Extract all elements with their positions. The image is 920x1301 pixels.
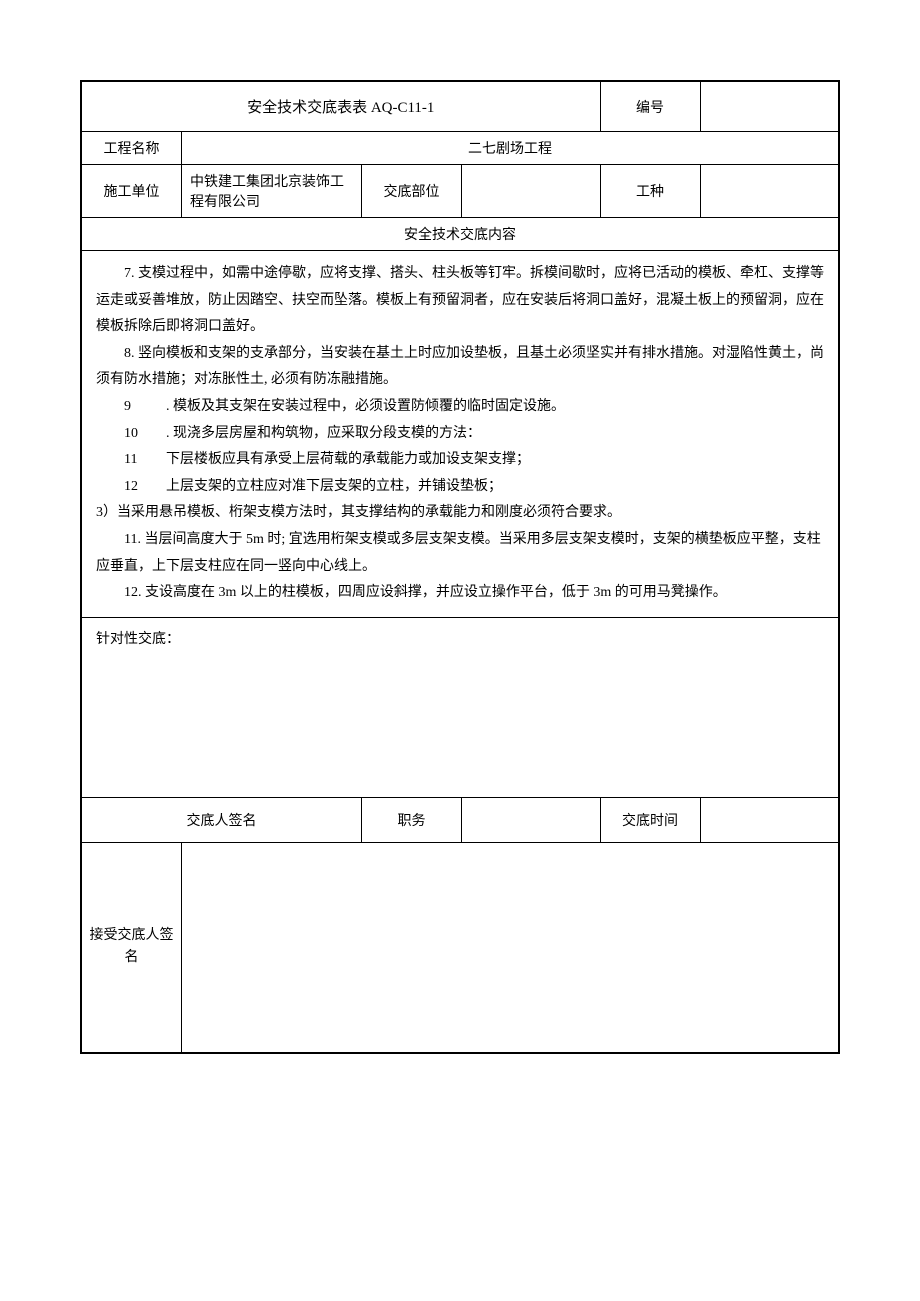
item12-text: 上层支架的立柱应对准下层支架的立柱，并铺设垫板；	[166, 474, 502, 501]
safety-form-container: 安全技术交底表表 AQ-C11-1 编号 工程名称 二七剧场工程 施工单位 中铁…	[80, 80, 840, 1054]
receiver-label: 接受交底人签名	[82, 842, 182, 1052]
targeted-row: 针对性交底：	[82, 617, 839, 797]
content-item-9: 9 . 模板及其支架在安装过程中，必须设置防倾覆的临时固定设施。	[96, 394, 824, 421]
work-type-value	[700, 165, 839, 218]
content-item-12: 12 上层支架的立柱应对准下层支架的立柱，并铺设垫板；	[96, 474, 824, 501]
work-type-label: 工种	[600, 165, 700, 218]
doc-number-value	[700, 82, 839, 132]
signer-row: 交底人签名 职务 交底时间	[82, 797, 839, 842]
doc-number-label: 编号	[600, 82, 700, 132]
signer-label: 交底人签名	[82, 797, 362, 842]
time-value	[700, 797, 839, 842]
unit-label: 施工单位	[82, 165, 182, 218]
content-header-row: 安全技术交底内容	[82, 218, 839, 251]
project-name-value: 二七剧场工程	[182, 132, 839, 165]
item9-num: 9	[124, 394, 166, 421]
construction-unit-row: 施工单位 中铁建工集团北京装饰工程有限公司 交底部位 工种	[82, 165, 839, 218]
targeted-label: 针对性交底：	[96, 632, 180, 647]
project-name-label: 工程名称	[82, 132, 182, 165]
content-header: 安全技术交底内容	[82, 218, 839, 251]
content-para-8: 8. 竖向模板和支架的支承部分，当安装在基土上时应加设垫板，且基土必须坚实并有排…	[96, 341, 824, 394]
item12-num: 12	[124, 474, 166, 501]
project-name-row: 工程名称 二七剧场工程	[82, 132, 839, 165]
content-item-11: 11 下层楼板应具有承受上层荷载的承载能力或加设支架支撑；	[96, 447, 824, 474]
content-para-12b: 12. 支设高度在 3m 以上的柱模板，四周应设斜撑，并应设立操作平台，低于 3…	[96, 580, 824, 607]
item10-num: 10	[124, 421, 166, 448]
location-label: 交底部位	[362, 165, 462, 218]
title-row: 安全技术交底表表 AQ-C11-1 编号	[82, 82, 839, 132]
form-title: 安全技术交底表表 AQ-C11-1	[82, 82, 601, 132]
unit-value: 中铁建工集团北京装饰工程有限公司	[182, 165, 362, 218]
location-value	[462, 165, 601, 218]
content-body-row: 7. 支模过程中，如需中途停歇，应将支撑、搭头、柱头板等钉牢。拆模间歇时，应将已…	[82, 251, 839, 618]
safety-form-table: 安全技术交底表表 AQ-C11-1 编号 工程名称 二七剧场工程 施工单位 中铁…	[81, 81, 839, 1053]
position-value	[462, 797, 601, 842]
content-para-7: 7. 支模过程中，如需中途停歇，应将支撑、搭头、柱头板等钉牢。拆模间歇时，应将已…	[96, 261, 824, 341]
item9-text: . 模板及其支架在安装过程中，必须设置防倾覆的临时固定设施。	[166, 394, 565, 421]
receiver-row: 接受交底人签名	[82, 842, 839, 1052]
item10-text: . 现浇多层房屋和构筑物，应采取分段支模的方法：	[166, 421, 481, 448]
item11-text: 下层楼板应具有承受上层荷载的承载能力或加设支架支撑；	[166, 447, 530, 474]
receiver-signature-area	[182, 842, 839, 1052]
content-body: 7. 支模过程中，如需中途停歇，应将支撑、搭头、柱头板等钉牢。拆模间歇时，应将已…	[82, 251, 839, 618]
content-sub3: 3）当采用悬吊模板、桁架支模方法时，其支撑结构的承载能力和刚度必须符合要求。	[96, 500, 824, 527]
content-item-10: 10 . 现浇多层房屋和构筑物，应采取分段支模的方法：	[96, 421, 824, 448]
time-label: 交底时间	[600, 797, 700, 842]
targeted-disclosure: 针对性交底：	[82, 617, 839, 797]
position-label: 职务	[362, 797, 462, 842]
content-para-11b: 11. 当层间高度大于 5m 时; 宜选用桁架支模或多层支架支模。当采用多层支架…	[96, 527, 824, 580]
item11-num: 11	[124, 447, 166, 474]
